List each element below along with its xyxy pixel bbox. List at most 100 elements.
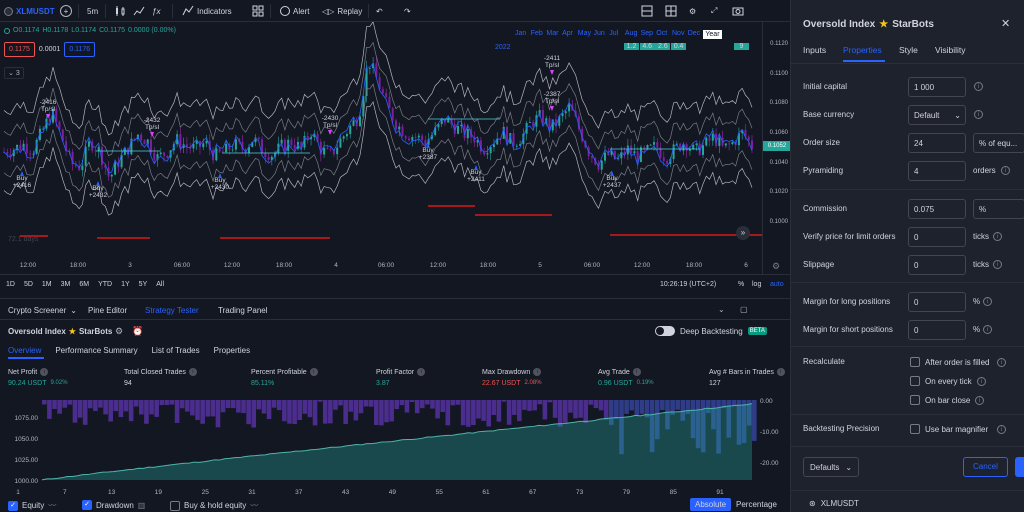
alert-button[interactable]: Alert [280, 0, 309, 22]
tab-crypto-screener[interactable]: Crypto Screener ⌄ [8, 299, 77, 321]
range-button-5d[interactable]: 5D [23, 281, 33, 288]
info-icon[interactable]: i [997, 425, 1006, 434]
subtab-properties[interactable]: Properties [213, 346, 251, 355]
info-icon[interactable]: i [776, 368, 785, 376]
range-button-1m[interactable]: 1M [41, 281, 52, 288]
price-chart[interactable]: O0.1174 H0.1178 L0.1174 C0.1175 0.0000 (… [0, 22, 762, 274]
auto-toggle[interactable]: auto [770, 281, 784, 288]
alarm-clock-icon[interactable]: ⏰ [132, 326, 144, 336]
watchlist-symbol[interactable]: ⊛ XLMUSDT [809, 499, 859, 508]
month-header-feb[interactable]: Feb [530, 30, 543, 37]
after-order-checkbox[interactable] [910, 357, 920, 367]
info-icon[interactable]: i [632, 368, 641, 376]
replay-button[interactable]: ◁▷ Replay [322, 0, 362, 22]
range-button-5y[interactable]: 5Y [138, 281, 148, 288]
tab-inputs[interactable]: Inputs [803, 45, 827, 55]
bar-close-checkbox[interactable] [910, 395, 920, 405]
tab-trading-panel[interactable]: Trading Panel [218, 299, 268, 321]
percentage-toggle[interactable]: Percentage [736, 500, 777, 509]
month-header-may[interactable]: May [577, 30, 592, 37]
tab-pine-editor[interactable]: Pine Editor [88, 299, 127, 321]
month-header-dec[interactable]: Dec [687, 30, 701, 37]
info-icon[interactable]: i [983, 297, 992, 306]
price-axis[interactable]: 0.1120 0.1100 0.1080 0.1060 0.1040 0.1020 0.10… [762, 22, 791, 274]
sell-button[interactable]: 0.1175 [4, 42, 35, 57]
axis-settings-gear-icon[interactable]: ⚙ [772, 261, 781, 271]
absolute-toggle[interactable]: Absolute [690, 498, 732, 511]
add-symbol-icon[interactable]: + [60, 0, 72, 22]
drawdown-legend-item[interactable]: ✓ Drawdown ▥ [82, 500, 145, 510]
range-button-6m[interactable]: 6M [79, 281, 90, 288]
range-button-3m[interactable]: 3M [60, 281, 71, 288]
month-header-mar[interactable]: Mar [546, 30, 559, 37]
buy-button[interactable]: 0.1176 [64, 42, 96, 57]
subtab-list-of-trades[interactable]: List of Trades [151, 346, 200, 355]
range-button-all[interactable]: All [156, 281, 165, 288]
range-button-1d[interactable]: 1D [6, 281, 15, 288]
month-header-aug[interactable]: Aug [624, 30, 638, 37]
verify-price-input[interactable]: 0 [908, 227, 966, 247]
tab-strategy-tester[interactable]: Strategy Tester [145, 299, 199, 321]
tab-properties[interactable]: Properties [843, 45, 882, 55]
slippage-input[interactable]: 0 [908, 255, 966, 275]
equity-legend-item[interactable]: ✓ Equity 〰 [8, 500, 56, 511]
commission-input[interactable]: 0.075 [908, 199, 966, 219]
info-icon[interactable]: i [993, 232, 1002, 241]
indicators-button[interactable]: Indicators [182, 0, 232, 22]
month-header-oct[interactable]: Oct [656, 30, 668, 37]
info-icon[interactable]: i [417, 368, 426, 376]
initial-capital-input[interactable]: 1 000 [908, 77, 966, 97]
pyramiding-input[interactable]: 4 [908, 161, 966, 181]
info-icon[interactable]: i [188, 368, 197, 376]
deep-backtesting-toggle[interactable] [655, 326, 675, 336]
multi-chart-icon[interactable] [665, 0, 677, 22]
margin-short-input[interactable]: 0 [908, 320, 966, 340]
order-size-type-select[interactable]: % of equ... [973, 133, 1024, 153]
log-toggle[interactable]: log [752, 281, 762, 288]
commission-type-select[interactable]: % [973, 199, 1024, 219]
info-icon[interactable]: i [1001, 166, 1010, 175]
undo-icon[interactable]: ↶ [376, 6, 383, 16]
defaults-dropdown[interactable]: Defaults ⌄ [803, 457, 860, 477]
candles-icon[interactable] [114, 0, 126, 22]
range-button-ytd[interactable]: YTD [98, 281, 113, 288]
time-axis[interactable]: 12:00 18:00 3 06:00 12:00 18:00 4 06:00 12:00 18:… [0, 258, 762, 274]
month-header-year[interactable]: Year [703, 30, 722, 39]
interval-button[interactable]: 5m [87, 0, 98, 22]
fullscreen-icon[interactable]: ⤢ [711, 6, 718, 15]
symbol-search[interactable]: XLMUSDT [4, 0, 55, 22]
month-header-nov[interactable]: Nov [672, 30, 685, 37]
margin-long-input[interactable]: 0 [908, 292, 966, 312]
percent-toggle[interactable]: % [738, 281, 745, 288]
scroll-to-realtime-icon[interactable]: » [736, 226, 750, 240]
buy-hold-legend-item[interactable]: Buy & hold equity 〰 [170, 500, 258, 511]
month-header-jul[interactable]: Jul [609, 30, 619, 37]
compare-icon[interactable] [133, 0, 145, 22]
info-icon[interactable]: i [40, 368, 49, 376]
snapshot-icon[interactable] [732, 0, 744, 22]
month-header-apr[interactable]: Apr [562, 30, 573, 37]
info-icon[interactable]: i [977, 377, 986, 386]
subtab-overview[interactable]: Overview [8, 346, 42, 355]
indicator-collapse-button[interactable]: ⌄ 3 [4, 67, 24, 79]
chevron-down-icon[interactable]: ⌄ [718, 305, 725, 314]
close-icon[interactable]: ✕ [1001, 18, 1011, 30]
settings-gear-icon[interactable]: ⚙ [115, 326, 124, 336]
settings-gear-icon[interactable]: ⚙ [689, 6, 697, 16]
info-icon[interactable]: i [975, 396, 984, 405]
tab-visibility[interactable]: Visibility [935, 45, 966, 55]
bar-magnifier-checkbox[interactable] [910, 424, 920, 434]
order-size-input[interactable]: 24 [908, 133, 966, 153]
fx-icon[interactable]: ƒx [152, 6, 161, 16]
info-icon[interactable]: i [533, 368, 542, 376]
info-icon[interactable]: i [974, 82, 983, 91]
info-icon[interactable]: i [974, 110, 983, 119]
month-header-jan[interactable]: Jan [515, 30, 527, 37]
info-icon[interactable]: i [997, 358, 1006, 367]
info-icon[interactable]: i [993, 260, 1002, 269]
info-icon[interactable]: i [309, 368, 318, 376]
month-header-jun[interactable]: Jun [593, 30, 605, 37]
month-header-sep[interactable]: Sep [640, 30, 654, 37]
layout-icon[interactable] [641, 0, 653, 22]
